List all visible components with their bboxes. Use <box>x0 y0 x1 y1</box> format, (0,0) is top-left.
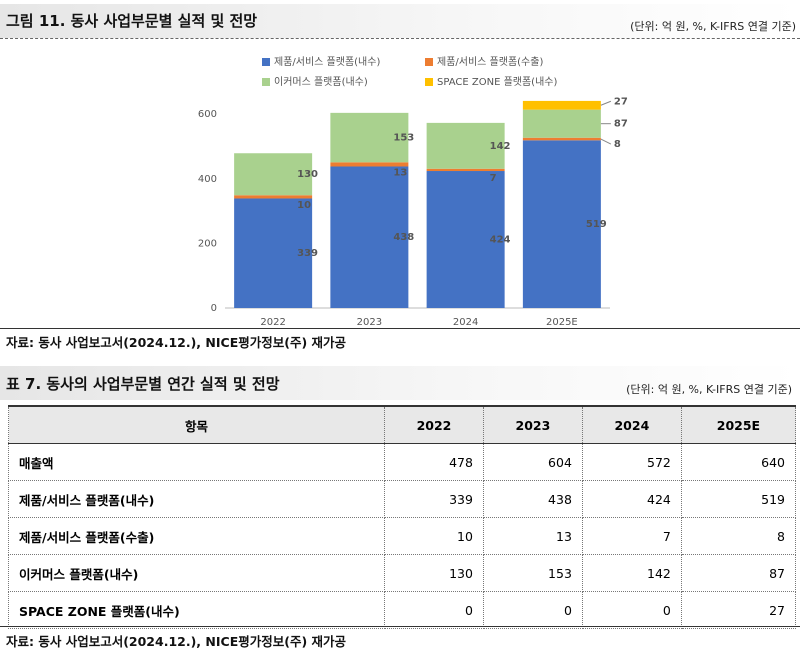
legend-swatch <box>425 78 433 86</box>
bar-segment <box>234 153 313 196</box>
header-cell: 항목 <box>8 405 385 444</box>
table-cell: 153 <box>482 554 583 592</box>
table-cell: 87 <box>680 554 797 592</box>
x-tick-label: 2024 <box>453 317 478 328</box>
table-cell: 438 <box>482 480 583 518</box>
table-cell: 478 <box>384 443 484 481</box>
bar-segment <box>330 112 409 163</box>
table-source: 자료: 동사 사업보고서(2024.12.), NICE평가정보(주) 재가공 <box>6 634 347 649</box>
data-label: 142 <box>490 141 511 152</box>
table-row: 제품/서비스 플랫폼(수출) 10 13 7 8 <box>8 517 797 555</box>
data-label: 7 <box>490 173 497 184</box>
legend-label: 제품/서비스 플랫폼(수출) <box>437 56 543 68</box>
figure-source: 자료: 동사 사업보고서(2024.12.), NICE평가정보(주) 재가공 <box>6 335 347 350</box>
data-label: 153 <box>393 133 414 144</box>
data-label: 27 <box>614 96 628 107</box>
bar-segment <box>522 140 601 308</box>
figure-unit: (단위: 억 원, %, K-IFRS 연결 기준) <box>630 20 796 33</box>
divider <box>0 328 800 329</box>
table-cell: 130 <box>384 554 484 592</box>
data-label: 130 <box>297 169 318 180</box>
chart: 0 200 400 600 제품/서비스 플랫폼(내수) 제품/서비스 플랫폼(수출) 이커… <box>198 56 628 328</box>
header-cell: 2024 <box>581 405 682 444</box>
table-row: 매출액 478 604 572 640 <box>8 443 797 481</box>
table-cell: 604 <box>482 443 583 481</box>
table-cell: 제품/서비스 플랫폼(수출) <box>8 517 385 555</box>
table-cell: 13 <box>482 517 583 555</box>
table-cell: 339 <box>384 480 484 518</box>
table-row: 이커머스 플랫폼(내수) 130 153 142 87 <box>8 554 797 592</box>
data-label: 10 <box>297 200 311 211</box>
y-tick-label: 600 <box>198 109 217 120</box>
legend-label: 이커머스 플랫폼(내수) <box>274 76 368 88</box>
bar-segment <box>522 109 601 138</box>
bar-segment <box>330 162 409 167</box>
bar-segment <box>426 171 505 308</box>
bar-segment <box>426 122 505 169</box>
header-cell: 2025E <box>680 405 797 444</box>
table-cell: 640 <box>680 443 797 481</box>
bar-segment <box>522 137 601 141</box>
data-label: 87 <box>614 119 628 130</box>
bar-segment <box>234 195 313 199</box>
table-cell: SPACE ZONE 플랫폼(내수) <box>8 591 385 629</box>
data-label: 519 <box>586 219 607 230</box>
bar-segment <box>426 168 505 172</box>
leader-line <box>600 100 612 106</box>
title-band <box>0 366 800 400</box>
divider <box>0 38 800 39</box>
divider <box>0 626 800 627</box>
table-cell: 27 <box>680 591 797 629</box>
header-cell: 2022 <box>384 405 484 444</box>
table-cell: 0 <box>581 591 682 629</box>
table-cell: 제품/서비스 플랫폼(내수) <box>8 480 385 518</box>
title-band <box>0 4 800 38</box>
header-cell: 2023 <box>482 405 583 444</box>
bar-segment <box>234 198 313 308</box>
data-label: 424 <box>490 235 511 246</box>
table-cell: 10 <box>384 517 484 555</box>
x-tick-label: 2025E <box>546 317 578 328</box>
legend-label: SPACE ZONE 플랫폼(내수) <box>437 76 557 88</box>
table-cell: 7 <box>581 517 682 555</box>
legend-swatch <box>425 58 433 66</box>
data-label: 13 <box>393 167 407 178</box>
table-cell: 0 <box>482 591 583 629</box>
table-cell: 142 <box>581 554 682 592</box>
data-label: 8 <box>614 139 621 150</box>
table-cell: 이커머스 플랫폼(내수) <box>8 554 385 592</box>
legend-swatch <box>262 58 270 66</box>
leader-line <box>600 138 612 145</box>
table-cell: 0 <box>384 591 484 629</box>
figure-title: 그림 11. 동사 사업부문별 실적 및 전망 <box>6 12 258 30</box>
x-tick-label: 2023 <box>357 317 382 328</box>
bar-segment <box>330 166 409 308</box>
y-tick-label: 0 <box>211 303 217 314</box>
table-cell: 8 <box>680 517 797 555</box>
y-tick-label: 200 <box>198 238 217 249</box>
table-row: SPACE ZONE 플랫폼(내수) 0 0 0 27 <box>8 591 797 629</box>
bar-segment <box>522 100 601 110</box>
data-label: 339 <box>297 248 318 259</box>
table-title: 표 7. 동사의 사업부문별 연간 실적 및 전망 <box>6 375 280 393</box>
table-cell: 572 <box>581 443 682 481</box>
table-row: 제품/서비스 플랫폼(내수) 339 438 424 519 <box>8 480 797 518</box>
x-tick-label: 2022 <box>260 317 285 328</box>
table-cell: 매출액 <box>8 443 385 481</box>
y-tick-label: 400 <box>198 174 217 185</box>
legend-label: 제품/서비스 플랫폼(내수) <box>274 56 380 68</box>
legend-swatch <box>262 78 270 86</box>
data-label: 438 <box>393 232 414 243</box>
table-cell: 424 <box>581 480 682 518</box>
table-cell: 519 <box>680 480 797 518</box>
data-table: 항목 2022 2023 2024 2025E 매출액 478 604 572 640 제품/서비스… <box>8 405 797 629</box>
table-unit: (단위: 억 원, %, K-IFRS 연결 기준) <box>626 383 792 396</box>
